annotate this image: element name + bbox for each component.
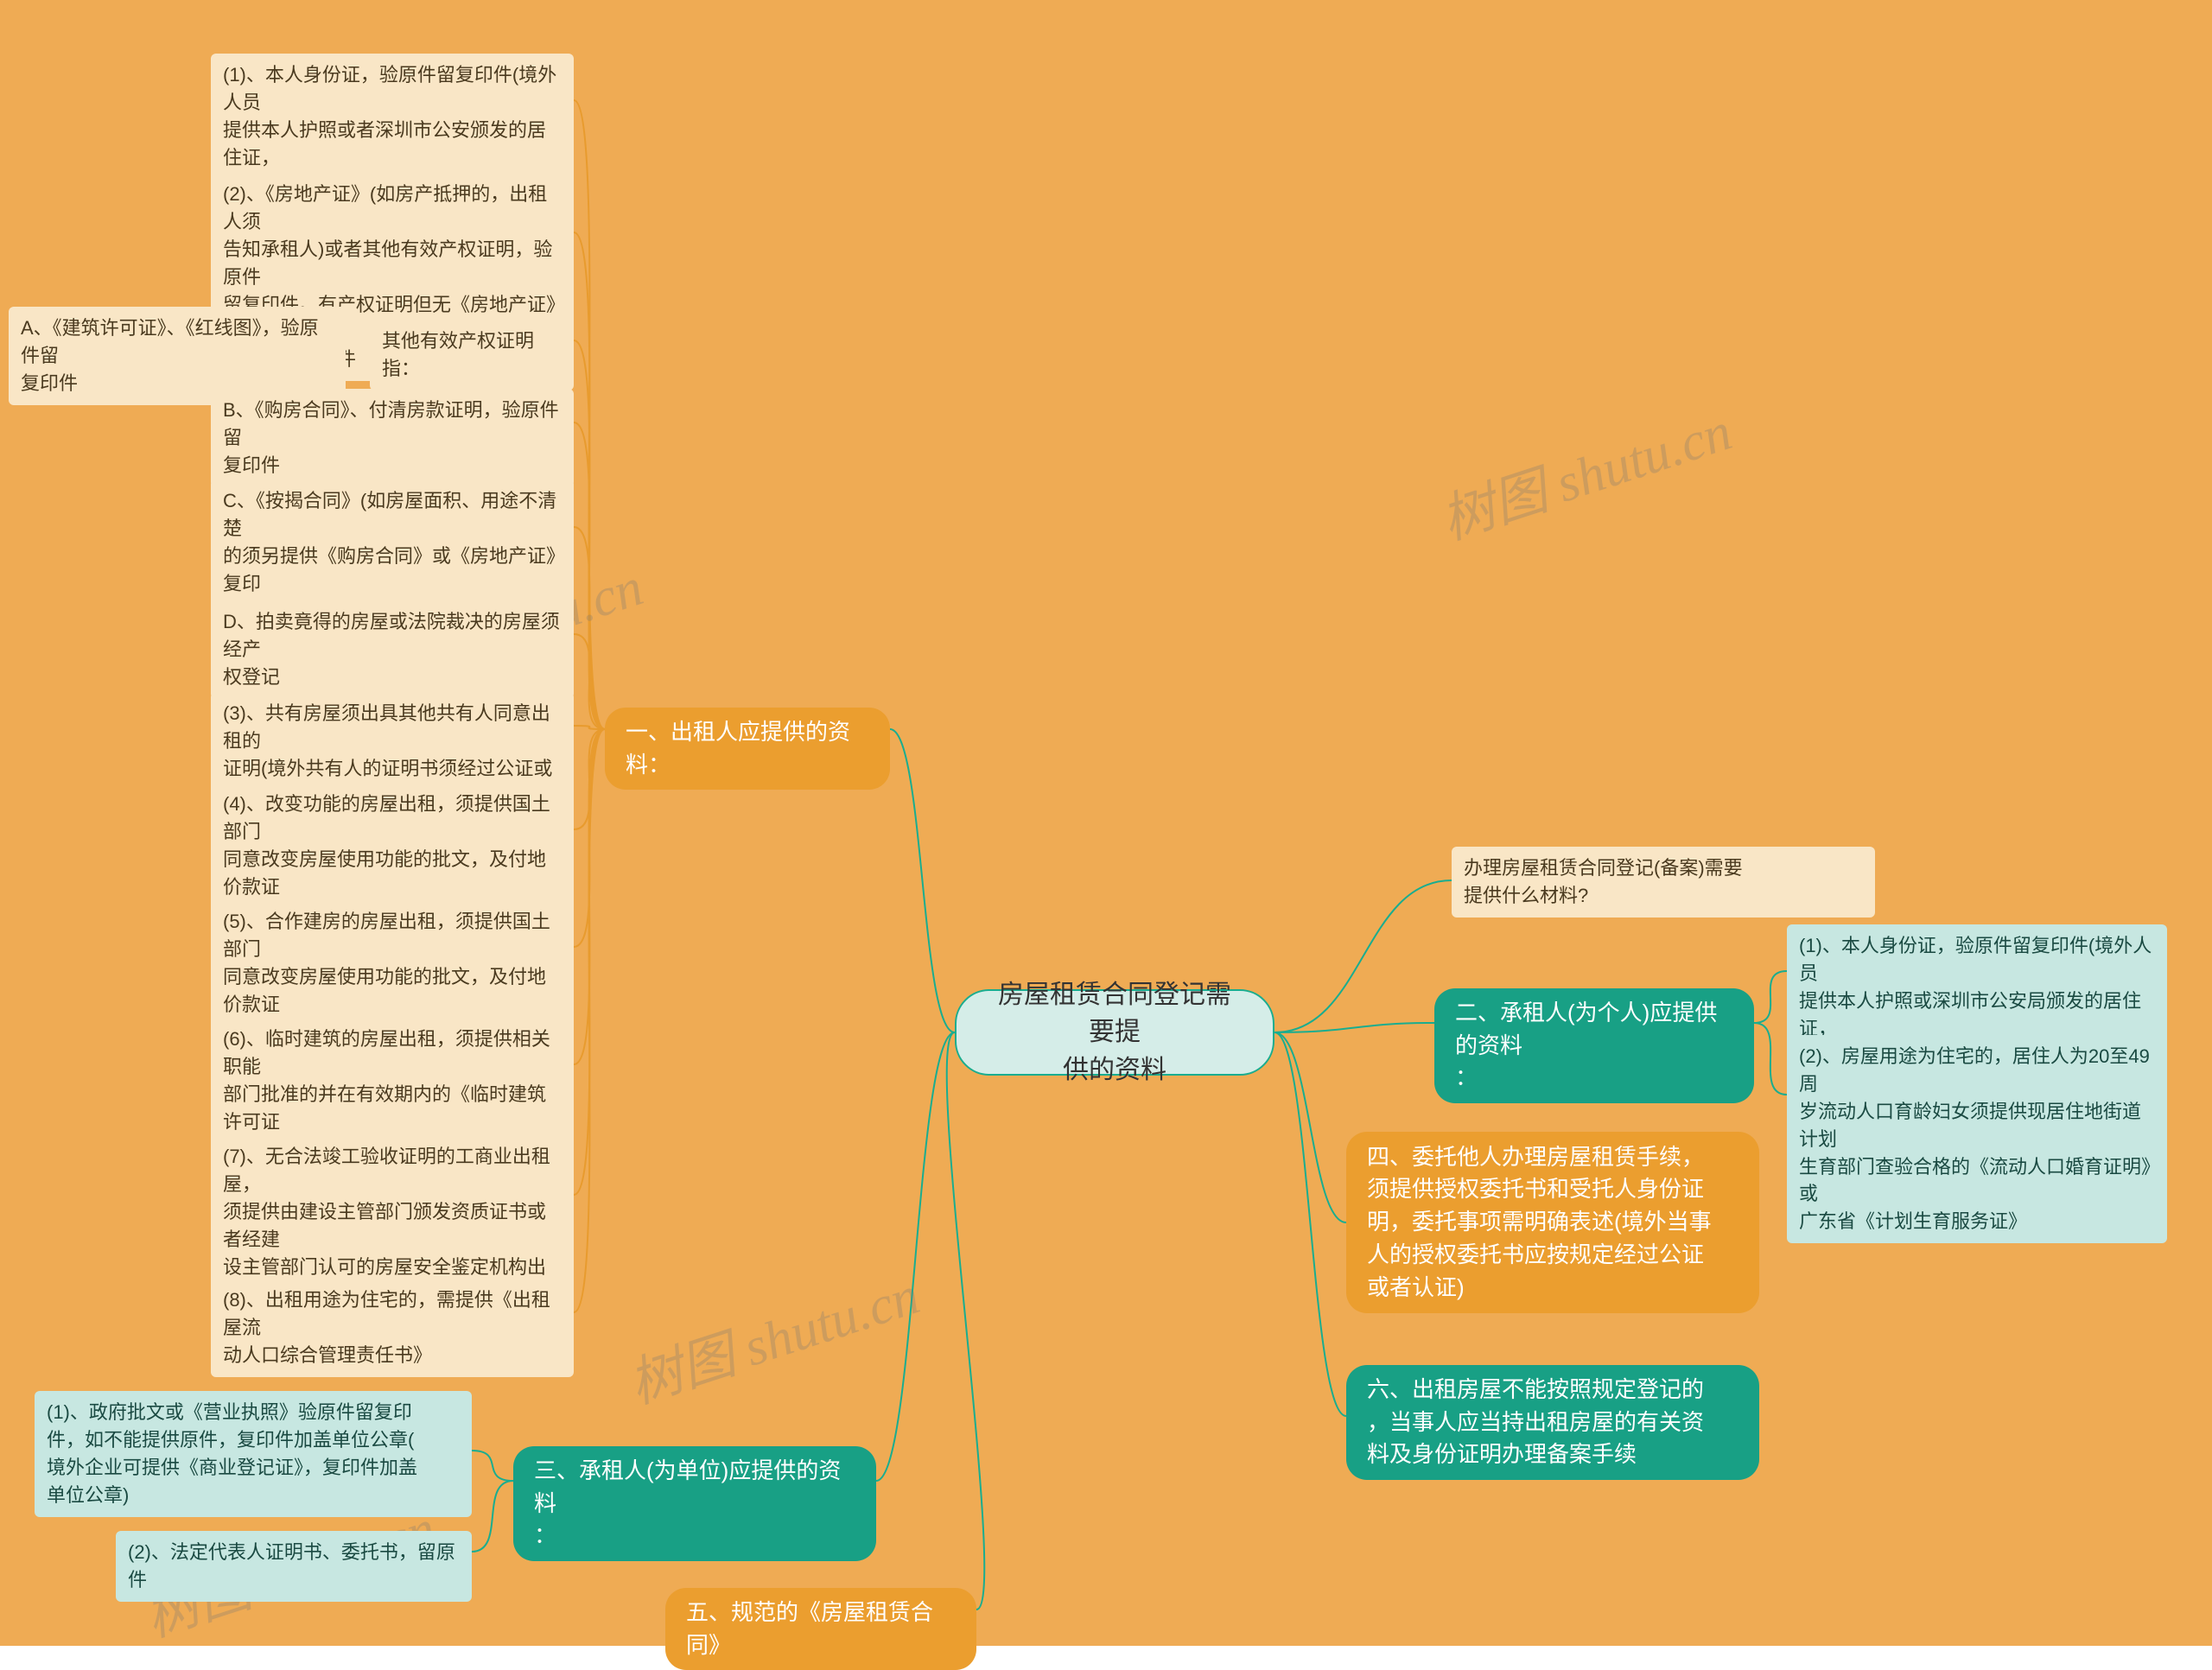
node-l1-D: D、拍卖竟得的房屋或法院裁决的房屋须经产权登记 bbox=[211, 600, 574, 699]
edge bbox=[1274, 1032, 1346, 1416]
edge bbox=[574, 729, 605, 1195]
edge bbox=[472, 1451, 513, 1481]
node-b2[interactable]: 二、承租人(为个人)应提供的资料： bbox=[1434, 988, 1754, 1103]
node-b1[interactable]: 一、出租人应提供的资料： bbox=[605, 708, 890, 790]
node-b6[interactable]: 六、出租房屋不能按照规定登记的，当事人应当持出租房屋的有关资料及身份证明办理备案… bbox=[1346, 1365, 1759, 1480]
edge bbox=[1754, 1023, 1787, 1095]
edge bbox=[574, 634, 605, 729]
node-l1-8: (8)、出租用途为住宅的，需提供《出租屋流动人口综合管理责任书》 bbox=[211, 1279, 574, 1377]
edge bbox=[574, 340, 605, 729]
edge bbox=[574, 729, 605, 1312]
edge bbox=[574, 726, 605, 729]
edge bbox=[890, 729, 955, 1032]
edge bbox=[1754, 971, 1787, 1023]
node-l1-bridge: 其他有效产权证明指： bbox=[370, 320, 574, 391]
node-l3-2: (2)、法定代表人证明书、委托书，留原件 bbox=[116, 1531, 472, 1602]
edge bbox=[574, 232, 605, 729]
edge bbox=[574, 422, 605, 729]
edge bbox=[876, 1032, 955, 1481]
watermark: 树图 shutu.cn bbox=[1430, 387, 1740, 554]
watermark: 树图 shutu.cn bbox=[618, 1251, 928, 1418]
edge bbox=[472, 1481, 513, 1552]
edge bbox=[947, 1032, 985, 1610]
center-topic[interactable]: 房屋租赁合同登记需要提供的资料 bbox=[955, 989, 1274, 1076]
edge bbox=[1274, 1032, 1346, 1222]
node-b3[interactable]: 三、承租人(为单位)应提供的资料： bbox=[513, 1446, 876, 1561]
edge bbox=[574, 729, 605, 829]
node-l3-1: (1)、政府批文或《营业执照》验原件留复印件，如不能提供原件，复印件加盖单位公章… bbox=[35, 1391, 472, 1517]
node-b5[interactable]: 五、规范的《房屋租赁合同》 bbox=[665, 1588, 976, 1670]
node-l2-2: (2)、房屋用途为住宅的，居住人为20至49周岁流动人口育龄妇女须提供现居住地街… bbox=[1787, 1035, 2167, 1243]
node-l1-B: B、《购房合同》、付清房款证明，验原件留复印件 bbox=[211, 389, 574, 487]
edge bbox=[1274, 880, 1452, 1032]
edge bbox=[1274, 1023, 1434, 1032]
edge bbox=[574, 527, 605, 729]
edge bbox=[574, 729, 605, 947]
node-q: 办理房屋租赁合同登记(备案)需要提供什么材料? bbox=[1452, 847, 1875, 918]
edge bbox=[574, 729, 605, 1064]
mindmap-canvas: 树图 shutu.cn树图 shutu.cn树图 shutu.cn树图 shut… bbox=[0, 0, 2212, 1646]
edge bbox=[574, 100, 605, 729]
node-b4[interactable]: 四、委托他人办理房屋租赁手续，须提供授权委托书和受托人身份证明，委托事项需明确表… bbox=[1346, 1132, 1759, 1313]
